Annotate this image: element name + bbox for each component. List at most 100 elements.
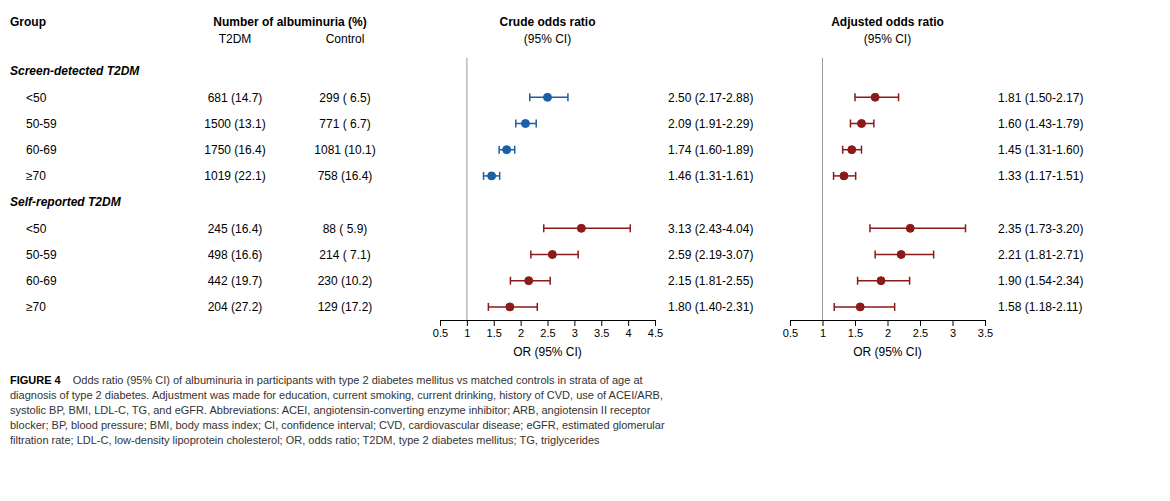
tick-label: 0.5 — [433, 327, 448, 339]
data-label: 1.58 (1.18-2.11) — [998, 300, 1083, 314]
tick-label: 3 — [572, 327, 578, 339]
row-label: 50-59 — [26, 248, 57, 262]
data-label: 1.90 (1.54-2.34) — [998, 274, 1083, 288]
error-bar — [488, 303, 537, 311]
plot-area — [823, 58, 966, 320]
ci-cap — [894, 303, 896, 311]
table-cell: 88 ( 5.9) — [323, 222, 368, 236]
caption-line: systolic BP, BMI, LDL-C, TG, and eGFR. A… — [10, 404, 651, 416]
tick-mark — [494, 320, 495, 326]
tick: 3.5 — [978, 320, 993, 339]
tick-mark — [467, 320, 468, 326]
caption-line: filtration rate; LDL-C, low-density lipo… — [10, 434, 600, 446]
point-estimate — [858, 120, 866, 128]
point-estimate — [840, 172, 848, 180]
tick-mark — [521, 320, 522, 326]
error-bar — [510, 277, 550, 285]
error-bar — [875, 251, 934, 259]
row-group-header: Self-reported T2DM — [10, 195, 122, 209]
tick-label: 1.5 — [487, 327, 502, 339]
point-estimate — [548, 251, 556, 259]
caption-line: diagnosis of type 2 diabetes. Adjustment… — [10, 389, 663, 401]
tick: 0.5 — [433, 320, 448, 339]
point-estimate — [577, 224, 585, 232]
table-cell: 1500 (13.1) — [204, 117, 265, 131]
data-label: 2.09 (1.91-2.29) — [668, 117, 753, 131]
data-label: 1.33 (1.17-1.51) — [998, 169, 1083, 183]
tick: 2 — [518, 320, 524, 339]
data-label: 2.21 (1.81-2.71) — [998, 248, 1083, 262]
x-axis: 0.511.522.533.544.5 — [433, 320, 663, 339]
ci-cap — [933, 251, 935, 259]
ci-cap — [909, 277, 911, 285]
tick: 1.5 — [848, 320, 863, 339]
data-label: 3.13 (2.43-4.04) — [668, 222, 753, 236]
panel-subtitle: (95% CI) — [864, 32, 911, 46]
panel-subtitle: (95% CI) — [524, 32, 571, 46]
caption-line: blocker; BP, blood pressure; BMI, body m… — [10, 419, 665, 431]
tick-label: 0.5 — [783, 327, 798, 339]
data-label: 1.80 (1.40-2.31) — [668, 300, 753, 314]
tick-label: 4.5 — [648, 327, 663, 339]
tick-label: 1.5 — [848, 327, 863, 339]
tick-mark — [855, 320, 856, 326]
tick-mark — [920, 320, 921, 326]
tick-label: 1 — [464, 327, 470, 339]
tick-mark — [823, 320, 824, 326]
data-label: 2.50 (2.17-2.88) — [668, 91, 753, 105]
data-label: 1.46 (1.31-1.61) — [668, 169, 753, 183]
point-estimate — [856, 303, 864, 311]
tick: 2.5 — [540, 320, 555, 339]
data-label: 1.81 (1.50-2.17) — [998, 91, 1083, 105]
error-bar — [499, 146, 515, 154]
tick-mark — [888, 320, 889, 326]
ci-cap — [898, 93, 900, 101]
tick-mark — [655, 320, 656, 326]
point-estimate — [503, 146, 511, 154]
table-cell: 299 ( 6.5) — [319, 91, 370, 105]
tick-mark — [953, 320, 954, 326]
tick-mark — [790, 320, 791, 326]
ci-cap — [510, 277, 512, 285]
column-header: Group — [10, 15, 46, 29]
ci-cap — [861, 146, 863, 154]
tick: 1 — [820, 320, 826, 339]
x-axis: 0.511.522.533.5 — [783, 320, 993, 339]
table-cell: 442 (19.7) — [208, 274, 263, 288]
tick-mark — [601, 320, 602, 326]
ci-cap — [529, 93, 531, 101]
error-bar — [870, 224, 966, 232]
column-header: T2DM — [219, 32, 252, 46]
data-labels: 1.81 (1.50-2.17)1.60 (1.43-1.79)1.45 (1.… — [998, 91, 1083, 315]
column-header: Control — [326, 32, 365, 46]
axis-line — [791, 321, 986, 327]
tick-label: 3 — [950, 327, 956, 339]
data-label: 1.60 (1.43-1.79) — [998, 117, 1083, 131]
point-estimate — [848, 146, 856, 154]
ci-cap — [515, 120, 517, 128]
tick: 0.5 — [783, 320, 798, 339]
table-cell: 214 ( 7.1) — [319, 248, 370, 262]
tick: 4.5 — [648, 320, 663, 339]
ci-cap — [543, 224, 545, 232]
ci-cap — [514, 146, 516, 154]
row-label: <50 — [26, 91, 47, 105]
table-cell: 129 (17.2) — [318, 300, 373, 314]
tick-label: 3.5 — [978, 327, 993, 339]
tick: 4 — [626, 320, 632, 339]
caption-line: Odds ratio (95% CI) of albuminuria in pa… — [73, 374, 643, 386]
point-estimate — [525, 277, 533, 285]
error-bar — [484, 172, 500, 180]
reference-line — [822, 58, 823, 320]
table-cell: 1019 (22.1) — [204, 169, 265, 183]
tick-label: 2.5 — [913, 327, 928, 339]
tick-label: 2 — [518, 327, 524, 339]
ci-cap — [855, 172, 857, 180]
table-cell: 498 (16.6) — [208, 248, 263, 262]
table-cell: 771 ( 6.7) — [319, 117, 370, 131]
table-cell: 204 (27.2) — [208, 300, 263, 314]
caption-label: FIGURE 4 — [10, 374, 62, 386]
ci-cap — [549, 277, 551, 285]
point-estimate — [897, 251, 905, 259]
row-label: 60-69 — [26, 143, 57, 157]
